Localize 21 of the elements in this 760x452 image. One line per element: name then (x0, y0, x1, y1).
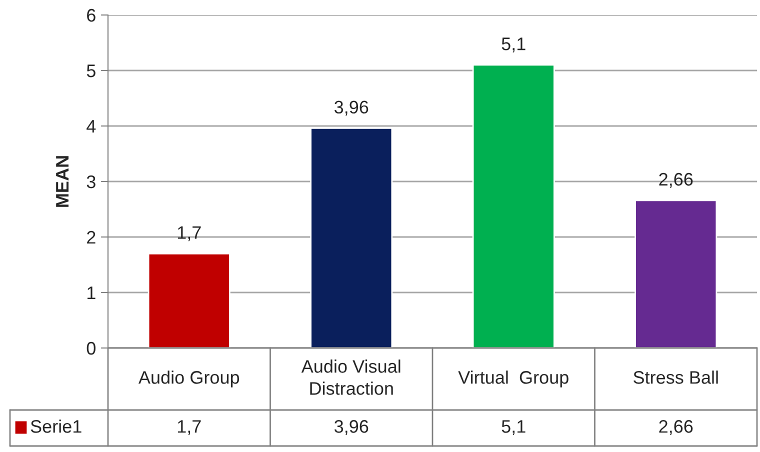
data-label: 2,66 (659, 420, 693, 435)
y-tick-label: 0 (86, 342, 96, 355)
text: 1,7 (178, 226, 201, 242)
text: 5,1 (502, 38, 526, 52)
x-tick-label: Audio Visual Distraction (301, 360, 400, 395)
data-label: 5,1 (502, 420, 526, 435)
y-tick-label: 6 (87, 8, 96, 22)
legend-label: Serie1 (30, 420, 82, 433)
y-tick-label: 5 (86, 64, 96, 78)
y-tick-label: 3 (86, 175, 96, 188)
y-tick-label: 4 (86, 120, 96, 133)
y-axis-title: MEAN (56, 156, 69, 207)
text: 3,96 (334, 100, 368, 116)
x-tick-label: Stress Ball (634, 370, 718, 384)
data-label: 1,7 (178, 420, 201, 435)
y-tick-label: 1 (88, 286, 96, 300)
data-label: 3,96 (334, 420, 368, 435)
text: 2,66 (659, 172, 693, 188)
x-tick-label: Virtual Group (458, 370, 568, 388)
y-tick-label: 2 (87, 230, 96, 244)
x-tick-label: Audio Group (138, 370, 240, 388)
